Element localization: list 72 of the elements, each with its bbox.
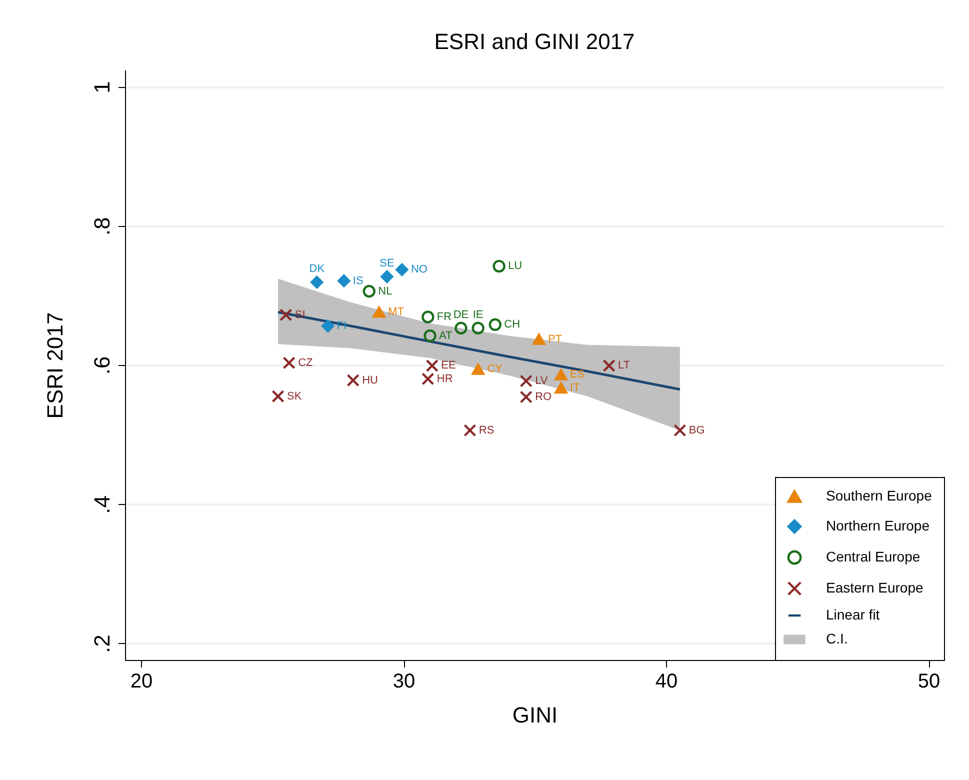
annotation: LV xyxy=(535,375,548,387)
point xyxy=(422,372,434,386)
legend-label: Eastern Europe xyxy=(826,580,924,596)
annotation: DE xyxy=(453,309,469,322)
annotation: LT xyxy=(618,360,630,372)
annotation: AT xyxy=(439,330,453,342)
annotation: HR xyxy=(436,372,453,385)
point xyxy=(346,374,360,387)
annotation: C.I. xyxy=(826,630,848,646)
x-tick-label: 20 xyxy=(130,670,153,692)
y-axis-title: ESRI 2017 xyxy=(42,312,68,419)
chart-title: ESRI and GINI 2017 xyxy=(434,29,635,54)
annotation: NL xyxy=(378,285,392,298)
annotation: CY xyxy=(487,363,504,376)
point xyxy=(338,274,350,288)
annotation: RO xyxy=(535,391,552,404)
point xyxy=(280,308,292,322)
x-axis-title: GINI xyxy=(512,702,558,728)
x-tick-label: 40 xyxy=(655,670,678,692)
y-tick-label: .2 xyxy=(90,634,114,653)
annotation: IE xyxy=(472,309,484,322)
point xyxy=(422,310,434,324)
annotation: PT xyxy=(548,333,562,346)
point xyxy=(396,263,408,276)
annotation: CH xyxy=(504,318,520,331)
point xyxy=(488,318,502,331)
annotation: CZ xyxy=(298,356,314,369)
point xyxy=(520,374,532,388)
point xyxy=(472,322,484,334)
point xyxy=(602,359,616,372)
y-tick-label: .6 xyxy=(90,356,114,375)
annotation: IS xyxy=(352,274,364,287)
point xyxy=(554,369,568,380)
annotation: DK xyxy=(309,263,326,276)
annotation: SK xyxy=(287,390,302,402)
annotation: EE xyxy=(441,360,456,372)
point xyxy=(532,334,546,345)
point xyxy=(424,329,436,342)
x-tick-label: 30 xyxy=(392,670,416,692)
annotation: IT xyxy=(570,382,580,394)
point xyxy=(426,359,438,372)
point xyxy=(674,424,686,437)
point xyxy=(282,356,296,370)
point xyxy=(362,284,376,298)
y-tick-label: .8 xyxy=(90,217,114,236)
point xyxy=(380,270,394,283)
annotation: NO xyxy=(410,264,428,276)
legend-label: Central Europe xyxy=(826,548,920,564)
annotation: RS xyxy=(478,424,494,436)
annotation: BG xyxy=(688,424,705,436)
x-tick-label: 50 xyxy=(918,670,940,692)
point xyxy=(454,322,468,334)
point xyxy=(492,260,506,273)
y-tick-label: .4 xyxy=(90,495,114,514)
point xyxy=(554,382,568,394)
annotation: ES xyxy=(570,368,585,381)
point xyxy=(272,390,284,403)
annotation: SE xyxy=(380,258,394,270)
point xyxy=(472,364,484,375)
legend-label: Southern Europe xyxy=(826,488,932,504)
legend-label: Northern Europe xyxy=(826,518,930,534)
annotation: LU xyxy=(508,260,522,272)
legend-label: Linear fit xyxy=(826,606,880,622)
annotation: MT xyxy=(388,306,404,318)
point xyxy=(372,306,386,318)
point xyxy=(322,320,334,332)
annotation: FR xyxy=(436,310,452,323)
annotation: HU xyxy=(362,374,378,386)
y-tick-label: 1 xyxy=(90,81,114,94)
point xyxy=(520,390,532,404)
point xyxy=(464,424,476,437)
point xyxy=(310,276,324,289)
